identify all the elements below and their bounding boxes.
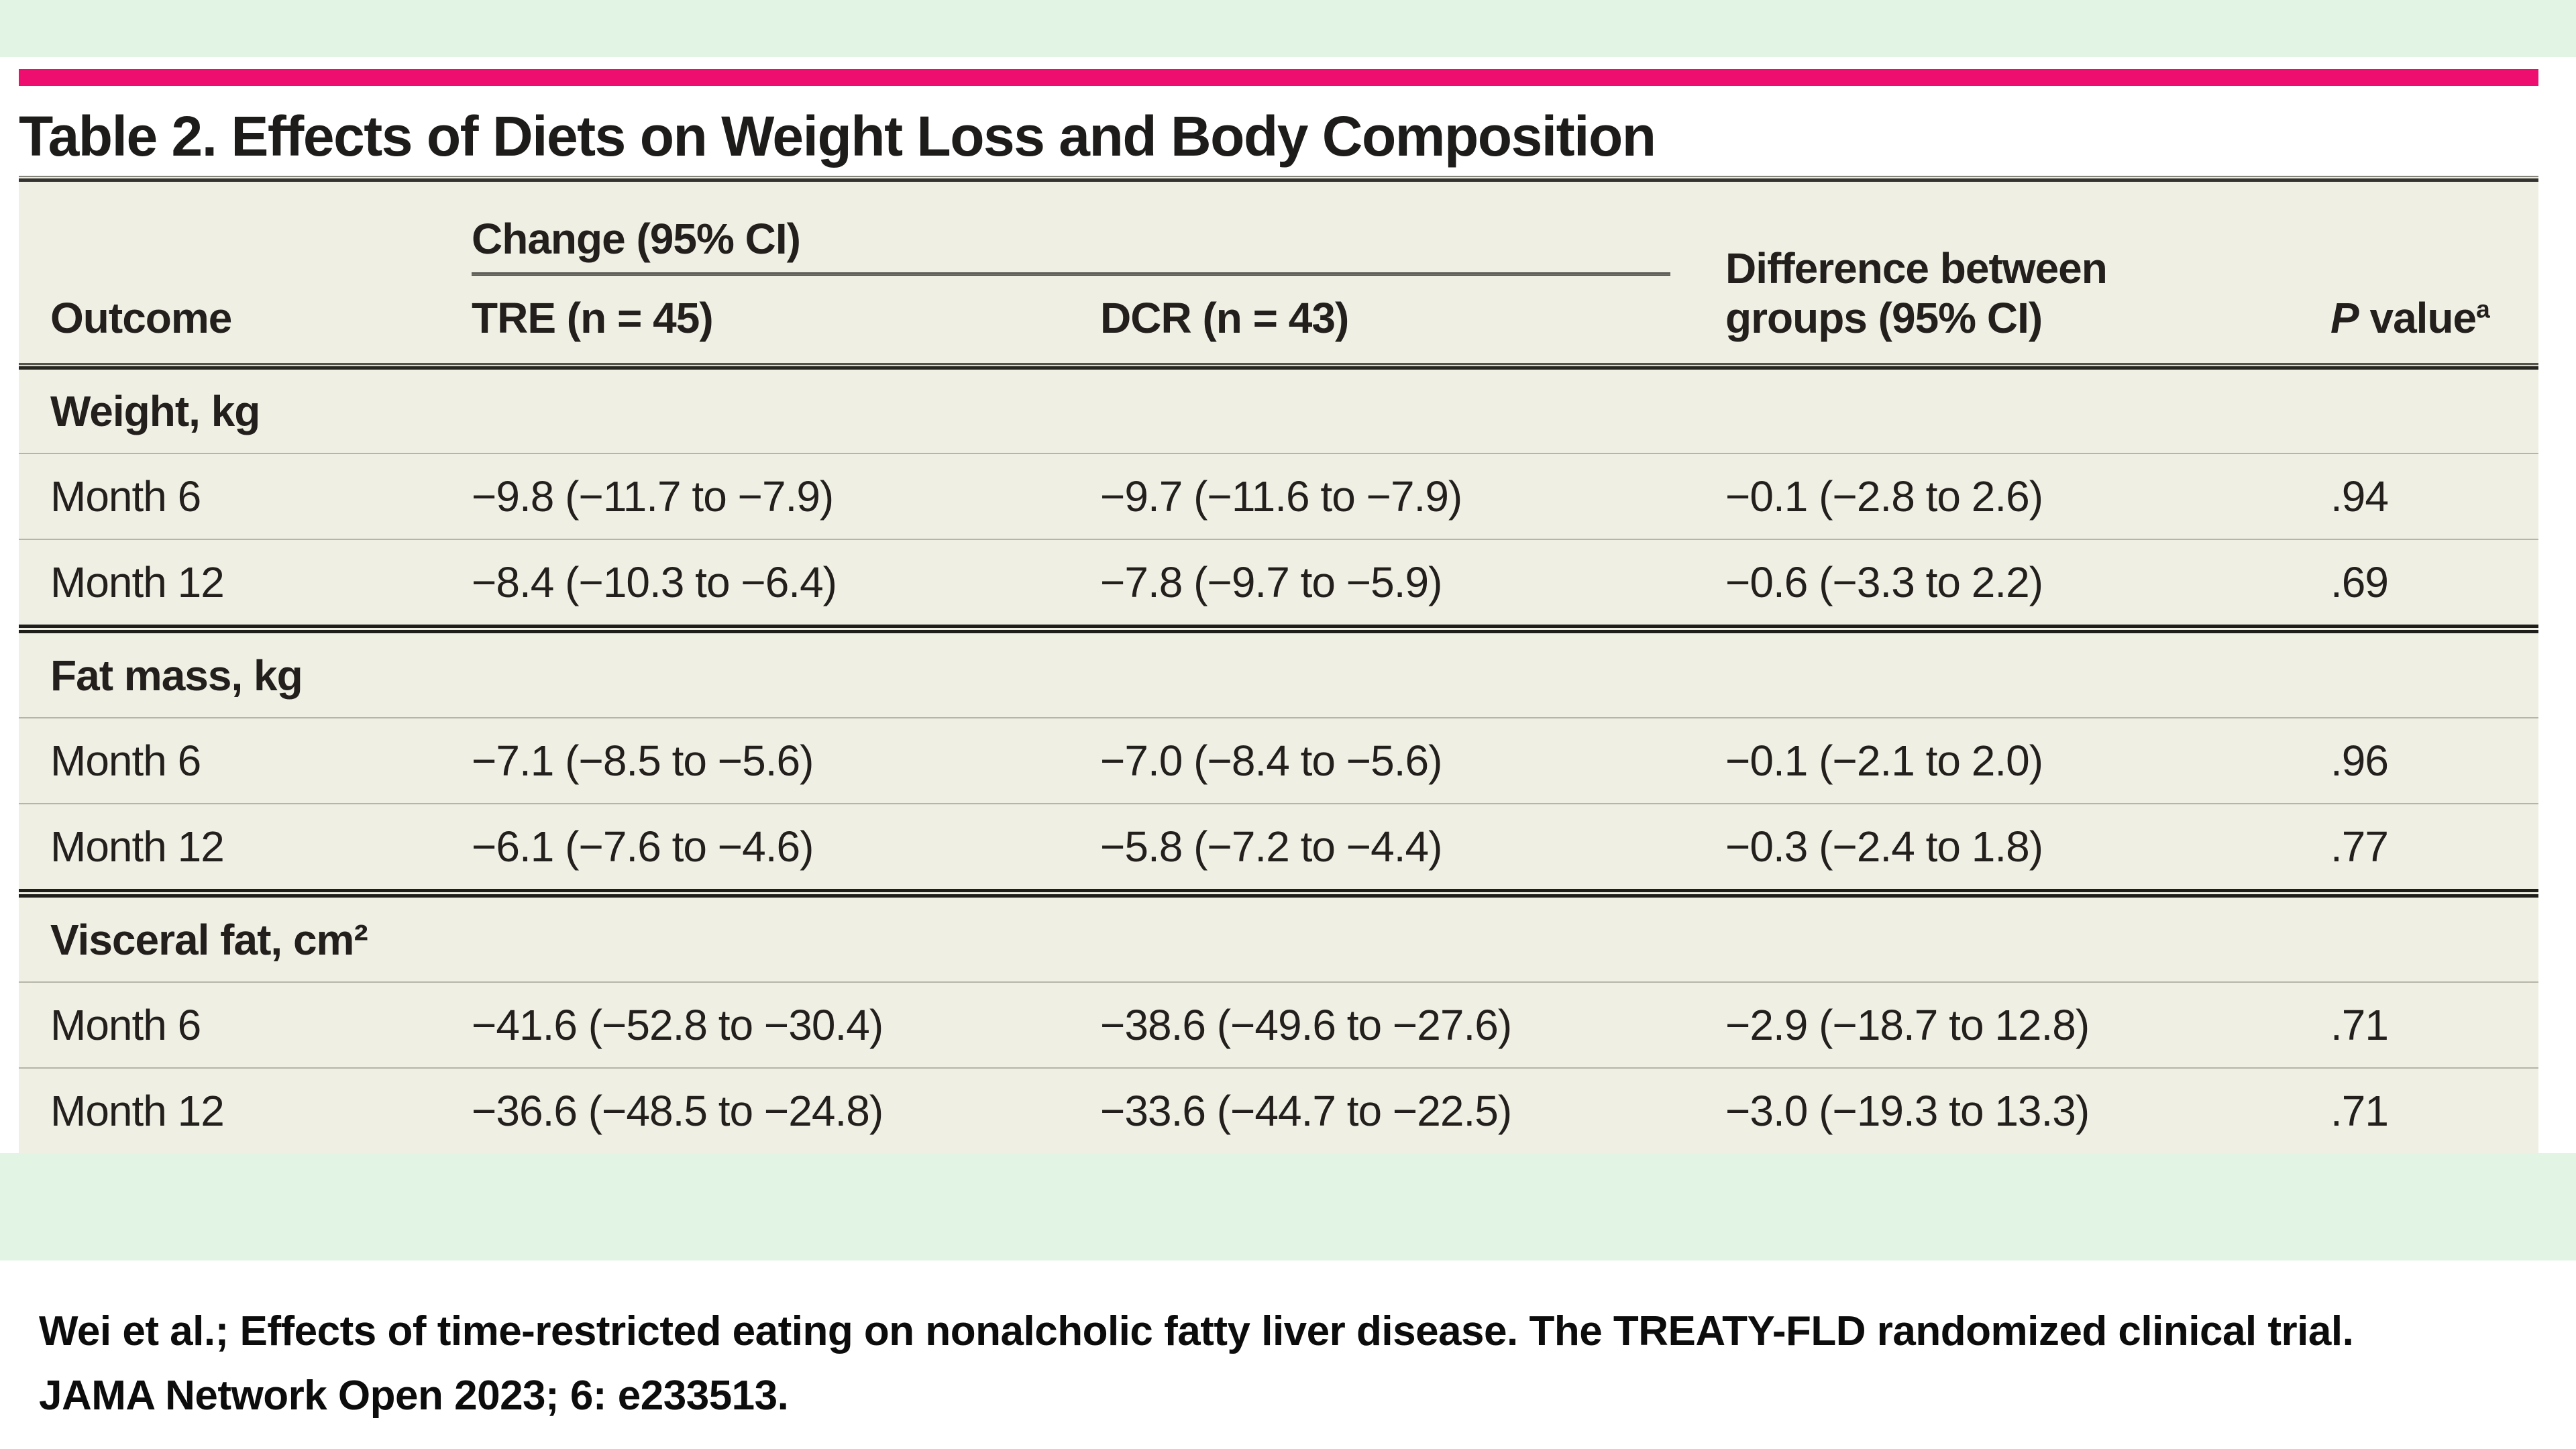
- tre-value: −41.6 (−52.8 to −30.4): [472, 1001, 883, 1049]
- section-label: Fat mass, kg: [50, 651, 303, 700]
- section-header-fat-mass: Fat mass, kg: [19, 634, 2538, 717]
- p-value: .69: [2330, 558, 2389, 606]
- pvalue-footnote-marker: a: [2476, 294, 2490, 323]
- dcr-value: −9.7 (−11.6 to −7.9): [1100, 472, 1462, 521]
- citation: Wei et al.; Effects of time-restricted e…: [39, 1299, 2548, 1428]
- citation-line-2: JAMA Network Open 2023; 6: e233513.: [39, 1373, 789, 1419]
- section-header-visceral-fat: Visceral fat, cm²: [19, 898, 2538, 981]
- slide-content: Table 2. Effects of Diets on Weight Loss…: [19, 69, 2538, 1153]
- column-header-pvalue: P valuea: [2330, 293, 2525, 363]
- spanner-underline: [472, 272, 1670, 276]
- difference-value: −0.1 (−2.8 to 2.6): [1725, 472, 2043, 521]
- table-title: Table 2. Effects of Diets on Weight Loss…: [19, 105, 1656, 168]
- column-header-outcome: Outcome: [50, 294, 232, 342]
- column-header-tre: TRE (n = 45): [472, 294, 714, 342]
- column-header-difference: Difference between groups (95% CI): [1725, 244, 2108, 342]
- pvalue-italic-p: P: [2330, 294, 2359, 342]
- pvalue-label: value: [2358, 294, 2477, 342]
- column-header-dcr: DCR (n = 43): [1100, 294, 1349, 342]
- spanner-subcolumns: TRE (n = 45) DCR (n = 43): [472, 276, 1725, 363]
- tre-value: −7.1 (−8.5 to −5.6): [472, 737, 814, 785]
- row-label: Month 6: [50, 472, 201, 521]
- row-label: Month 12: [50, 558, 225, 606]
- bottom-margin-strip: [0, 1153, 2576, 1260]
- dcr-value: −5.8 (−7.2 to −4.4): [1100, 822, 1442, 871]
- table-row: Month 12 −36.6 (−48.5 to −24.8) −33.6 (−…: [19, 1067, 2538, 1153]
- table-top-rule: [19, 176, 2538, 182]
- table-row: Month 6 −41.6 (−52.8 to −30.4) −38.6 (−4…: [19, 981, 2538, 1067]
- dcr-value: −7.0 (−8.4 to −5.6): [1100, 737, 1442, 785]
- row-label: Month 6: [50, 1001, 201, 1049]
- section-divider: [19, 625, 2538, 634]
- table-row: Month 6 −7.1 (−8.5 to −5.6) −7.0 (−8.4 t…: [19, 717, 2538, 803]
- spanner-label: Change (95% CI): [472, 215, 801, 263]
- tre-value: −8.4 (−10.3 to −6.4): [472, 558, 837, 606]
- table-row: Month 6 −9.8 (−11.7 to −7.9) −9.7 (−11.6…: [19, 453, 2538, 539]
- table-row: Month 12 −6.1 (−7.6 to −4.6) −5.8 (−7.2 …: [19, 803, 2538, 889]
- difference-value: −0.3 (−2.4 to 1.8): [1725, 822, 2043, 871]
- section-divider: [19, 889, 2538, 898]
- p-value: .96: [2330, 737, 2389, 785]
- top-margin-strip: [0, 0, 2576, 57]
- row-label: Month 12: [50, 822, 225, 871]
- section-header-weight: Weight, kg: [19, 370, 2538, 453]
- difference-value: −2.9 (−18.7 to 12.8): [1725, 1001, 2090, 1049]
- p-value: .77: [2330, 822, 2389, 871]
- p-value: .94: [2330, 472, 2389, 521]
- difference-value: −3.0 (−19.3 to 13.3): [1725, 1087, 2090, 1135]
- change-spanner: Change (95% CI) TRE (n = 45) DCR (n = 43…: [472, 182, 1725, 363]
- p-value: .71: [2330, 1001, 2389, 1049]
- row-label: Month 6: [50, 737, 201, 785]
- tre-value: −36.6 (−48.5 to −24.8): [472, 1087, 883, 1135]
- tre-value: −6.1 (−7.6 to −4.6): [472, 822, 814, 871]
- results-table: Outcome Change (95% CI) TRE (n = 45) DCR…: [19, 176, 2538, 1153]
- table-row: Month 12 −8.4 (−10.3 to −6.4) −7.8 (−9.7…: [19, 539, 2538, 625]
- difference-value: −0.6 (−3.3 to 2.2): [1725, 558, 2043, 606]
- dcr-value: −38.6 (−49.6 to −27.6): [1100, 1001, 1512, 1049]
- dcr-value: −33.6 (−44.7 to −22.5): [1100, 1087, 1512, 1135]
- header-bottom-rule: [19, 363, 2538, 370]
- section-label: Visceral fat, cm²: [50, 916, 368, 964]
- tre-value: −9.8 (−11.7 to −7.9): [472, 472, 834, 521]
- accent-bar: [19, 69, 2538, 86]
- section-label: Weight, kg: [50, 387, 260, 435]
- p-value: .71: [2330, 1087, 2389, 1135]
- difference-value: −0.1 (−2.1 to 2.0): [1725, 737, 2043, 785]
- citation-line-1: Wei et al.; Effects of time-restricted e…: [39, 1308, 2354, 1354]
- table-header: Outcome Change (95% CI) TRE (n = 45) DCR…: [19, 182, 2538, 363]
- dcr-value: −7.8 (−9.7 to −5.9): [1100, 558, 1442, 606]
- row-label: Month 12: [50, 1087, 225, 1135]
